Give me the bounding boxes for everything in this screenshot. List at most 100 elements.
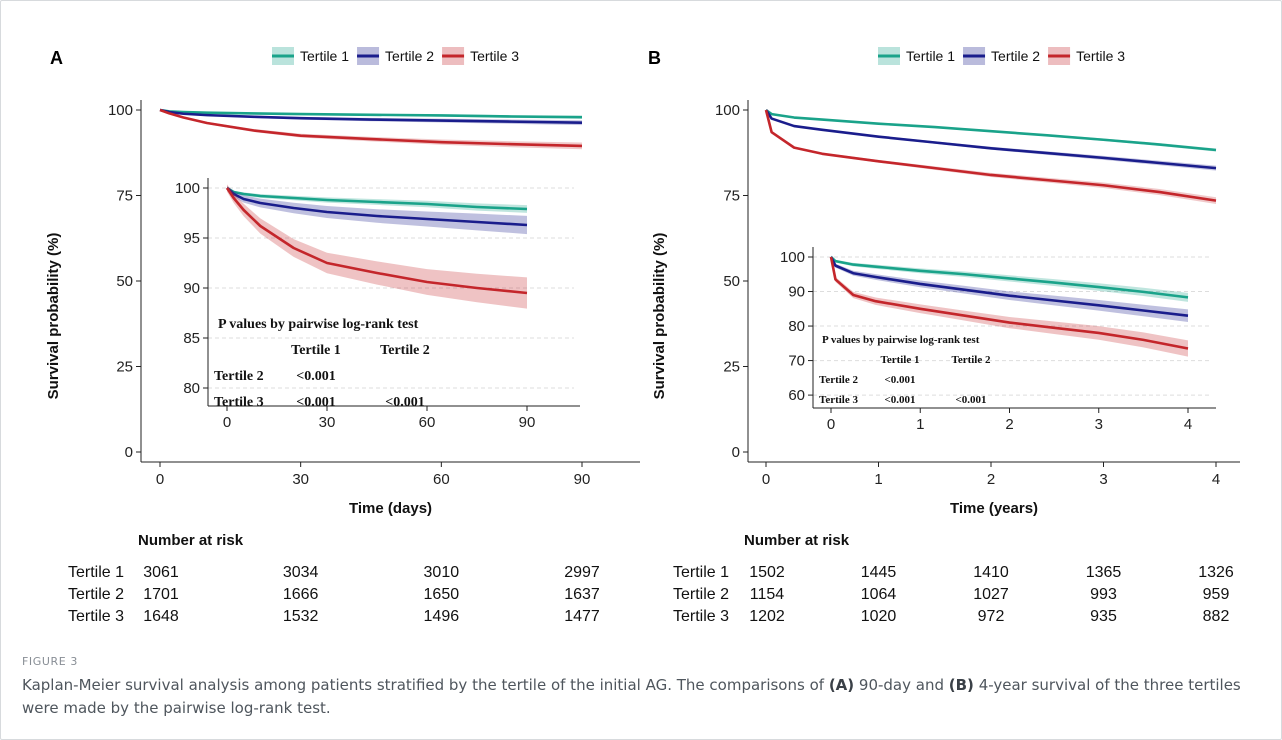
caption-ref-a: (A)	[828, 676, 855, 694]
inset-y-tick-label: 100	[780, 249, 805, 266]
risk-cell: 1202	[749, 608, 785, 625]
y-tick-label: 25	[723, 359, 740, 376]
curve-tertile-3	[764, 109, 1217, 202]
pvalue-table-title: P values by pairwise log-rank test	[822, 334, 980, 346]
pvalue-row-label: Tertile 3	[819, 394, 858, 406]
inset-y-tick-label: 60	[788, 387, 805, 404]
risk-table-title: Number at risk	[138, 532, 244, 549]
risk-cell: 1532	[283, 608, 319, 625]
y-tick-label: 75	[723, 188, 740, 205]
inset-ci-band-tertile-3	[831, 255, 1188, 357]
y-tick-label: 50	[723, 273, 740, 290]
legend-label-tertile-3: Tertile 3	[470, 48, 519, 64]
legend-label-tertile-1: Tertile 1	[906, 48, 955, 64]
inset-y-tick-label: 85	[183, 330, 200, 347]
inset-curve-tertile-3	[225, 187, 528, 295]
inset-curve-tertile-3	[829, 256, 1189, 350]
x-tick-label: 30	[292, 471, 309, 488]
y-axis-title: Survival probability (%)	[45, 233, 62, 400]
inset-x-tick-label: 60	[419, 414, 436, 431]
risk-cell: 1648	[143, 608, 179, 625]
y-tick-label: 75	[116, 188, 133, 205]
risk-cell: 1502	[749, 564, 785, 581]
inset-curve-tertile-2	[226, 187, 528, 227]
pvalue-cell: <0.001	[884, 394, 915, 406]
y-tick-label: 100	[108, 102, 133, 119]
pvalue-cell: <0.001	[955, 394, 986, 406]
y-tick-label: 0	[732, 444, 740, 461]
inset-y-tick-label: 90	[183, 280, 200, 297]
risk-cell: 3034	[283, 564, 319, 581]
pvalue-row-label: Tertile 3	[214, 395, 264, 410]
legend-label-tertile-2: Tertile 2	[385, 48, 434, 64]
risk-cell: 1326	[1198, 564, 1234, 581]
risk-row-label: Tertile 3	[673, 608, 729, 625]
risk-row-label: Tertile 1	[673, 564, 729, 581]
risk-cell: 1445	[861, 564, 897, 581]
risk-row-label: Tertile 1	[68, 564, 124, 581]
risk-cell: 2997	[564, 564, 600, 581]
figure-label: FIGURE 3	[22, 655, 79, 668]
legend-label-tertile-2: Tertile 2	[991, 48, 1040, 64]
y-tick-label: 25	[116, 359, 133, 376]
risk-cell: 1650	[424, 586, 460, 603]
inset-x-tick-label: 3	[1095, 416, 1103, 433]
panel-a: Tertile 1 Tertile 2 Tertile 3 0 25 50 75 100 0 30…	[45, 47, 640, 625]
risk-cell: 1496	[424, 608, 460, 625]
panel-label-b: B	[648, 48, 661, 68]
inset-ci-band-tertile-3	[227, 184, 527, 309]
inset-y-tick-label: 100	[175, 180, 200, 197]
pvalue-col-header: Tertile 1	[291, 343, 341, 358]
risk-cell: 935	[1090, 608, 1117, 625]
inset-x-tick-label: 90	[519, 414, 536, 431]
risk-cell: 882	[1203, 608, 1230, 625]
pvalue-table-title: P values by pairwise log-rank test	[218, 317, 419, 332]
inset-curve-tertile-2	[829, 256, 1189, 317]
inset-y-tick-label: 70	[788, 353, 805, 370]
risk-cell: 1365	[1086, 564, 1122, 581]
caption-text-1: Kaplan-Meier survival analysis among pat…	[22, 676, 829, 694]
pvalue-row-label: Tertile 2	[819, 374, 858, 386]
pvalue-cell: <0.001	[296, 395, 335, 410]
pvalue-col-header: Tertile 2	[952, 354, 991, 366]
risk-cell: 1410	[973, 564, 1009, 581]
y-axis-title: Survival probability (%)	[651, 233, 668, 400]
pvalue-cell: <0.001	[884, 374, 915, 386]
caption-text-3: 4-year survival of the three tertiles we…	[22, 676, 1241, 717]
inset-y-tick-label: 80	[183, 380, 200, 397]
inset-x-tick-label: 2	[1005, 416, 1013, 433]
pvalue-col-header: Tertile 2	[380, 343, 430, 358]
inset-y-tick-label: 90	[788, 284, 805, 301]
panel-label-a: A	[50, 48, 63, 68]
curve-tertile-2	[764, 109, 1217, 170]
pvalue-cell: <0.001	[385, 395, 424, 410]
inset-x-tick-label: 0	[223, 414, 231, 431]
pvalue-row-label: Tertile 2	[214, 369, 264, 384]
legend-label-tertile-1: Tertile 1	[300, 48, 349, 64]
risk-cell: 1477	[564, 608, 600, 625]
inset-y-tick-label: 95	[183, 230, 200, 247]
risk-row-label: Tertile 2	[68, 586, 124, 603]
legend-label-tertile-3: Tertile 3	[1076, 48, 1125, 64]
inset-x-tick-label: 1	[916, 416, 924, 433]
risk-row-label: Tertile 2	[673, 586, 729, 603]
curve-tertile-3	[159, 108, 583, 148]
y-tick-label: 50	[116, 273, 133, 290]
risk-cell: 993	[1090, 586, 1117, 603]
inset-x-tick-label: 30	[319, 414, 336, 431]
caption-ref-b: (B)	[948, 676, 974, 694]
risk-cell: 1637	[564, 586, 600, 603]
y-tick-label: 100	[715, 102, 740, 119]
pvalue-cell: <0.001	[296, 369, 335, 384]
figure-canvas: A B Tertile 1 Tertile 2 Tertile 3025507510…	[45, 47, 1240, 625]
x-tick-label: 90	[574, 471, 591, 488]
x-axis-title: Time (days)	[349, 500, 432, 517]
risk-cell: 1020	[861, 608, 897, 625]
curve-tertile-2	[159, 108, 583, 124]
risk-cell: 1064	[861, 586, 897, 603]
curve-tertile-1	[765, 108, 1217, 152]
risk-cell: 1666	[283, 586, 319, 603]
pvalue-col-header: Tertile 1	[881, 354, 920, 366]
inset-curve-tertile-1	[830, 256, 1189, 299]
